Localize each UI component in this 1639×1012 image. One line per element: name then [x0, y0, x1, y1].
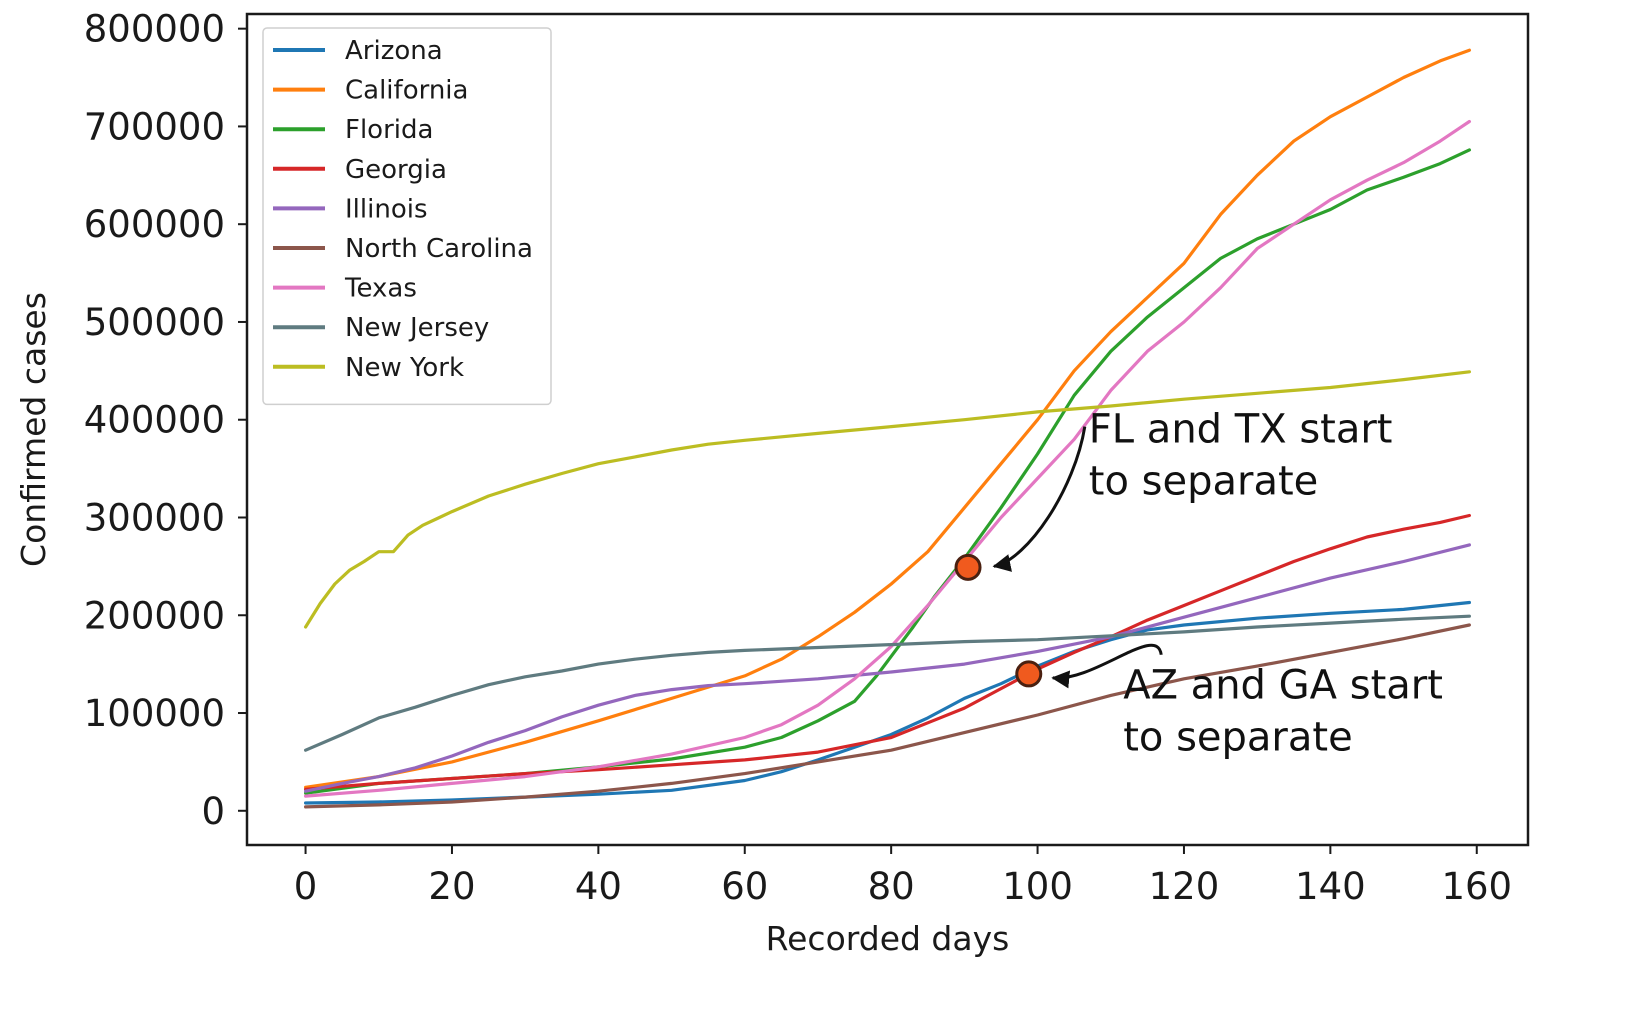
y-tick-label: 100000 — [84, 692, 225, 735]
y-tick-label: 200000 — [84, 594, 225, 637]
y-tick-label: 600000 — [84, 203, 225, 246]
x-tick-label: 40 — [575, 865, 622, 908]
x-tick-label: 160 — [1441, 865, 1512, 908]
series-line-illinois — [304, 543, 1472, 793]
legend-box — [262, 27, 552, 406]
y-tick-label: 400000 — [84, 399, 225, 442]
annotation-marker — [1015, 660, 1043, 688]
y-tick-label: 500000 — [84, 301, 225, 344]
x-tick-label: 20 — [428, 865, 475, 908]
annotation-text-line1: AZ and GA start — [1123, 663, 1443, 709]
x-tick-label: 140 — [1295, 865, 1366, 908]
y-tick-label: 0 — [201, 790, 225, 833]
series-line-california — [304, 48, 1472, 789]
annotation-text-line1: FL and TX start — [1089, 407, 1393, 453]
legend-label: Arizona — [345, 36, 443, 66]
annotation-text-line2: to separate — [1123, 715, 1352, 761]
axis-ticks — [238, 27, 1478, 854]
series-line-north-carolina — [304, 623, 1472, 809]
legend-label: North Carolina — [345, 234, 533, 264]
y-axis-title: Confirmed cases — [14, 292, 53, 567]
annotation-arrow — [1051, 643, 1163, 689]
legend-label: Georgia — [345, 155, 447, 185]
series-line-new-jersey — [304, 614, 1472, 752]
x-tick-label: 120 — [1149, 865, 1220, 908]
plot-border — [245, 12, 1530, 847]
series-line-new-york — [304, 370, 1472, 629]
y-tick-label: 800000 — [84, 8, 225, 51]
annotation-arrow — [992, 426, 1087, 572]
y-tick-label: 300000 — [84, 496, 225, 539]
legend-label: New Jersey — [345, 313, 489, 343]
annotation-text-line2: to separate — [1089, 459, 1318, 505]
annotation-marker — [954, 553, 982, 581]
tick-labels: 0 20 40 60 80 100 120 140 160 0 100000 200000 300000… — [84, 8, 1512, 908]
x-tick-label: 0 — [294, 865, 318, 908]
y-tick-label: 700000 — [84, 105, 225, 148]
series-line-arizona — [304, 600, 1472, 805]
series-line-texas — [304, 119, 1472, 798]
legend-label: New York — [345, 353, 464, 383]
annotations: FL and TX start to separate AZ and GA star… — [954, 407, 1443, 761]
legend-label: Florida — [345, 115, 433, 145]
x-axis-title: Recorded days — [766, 919, 1010, 958]
legend-label: Texas — [344, 274, 417, 304]
x-tick-label: 80 — [868, 865, 915, 908]
legend-label: Illinois — [345, 194, 428, 224]
plot-frame — [245, 12, 1530, 847]
legend-label: California — [345, 76, 468, 106]
legend: Arizona California Florida Georgia Illinois N… — [262, 27, 552, 406]
x-tick-label: 60 — [721, 865, 768, 908]
x-tick-label: 100 — [1002, 865, 1073, 908]
